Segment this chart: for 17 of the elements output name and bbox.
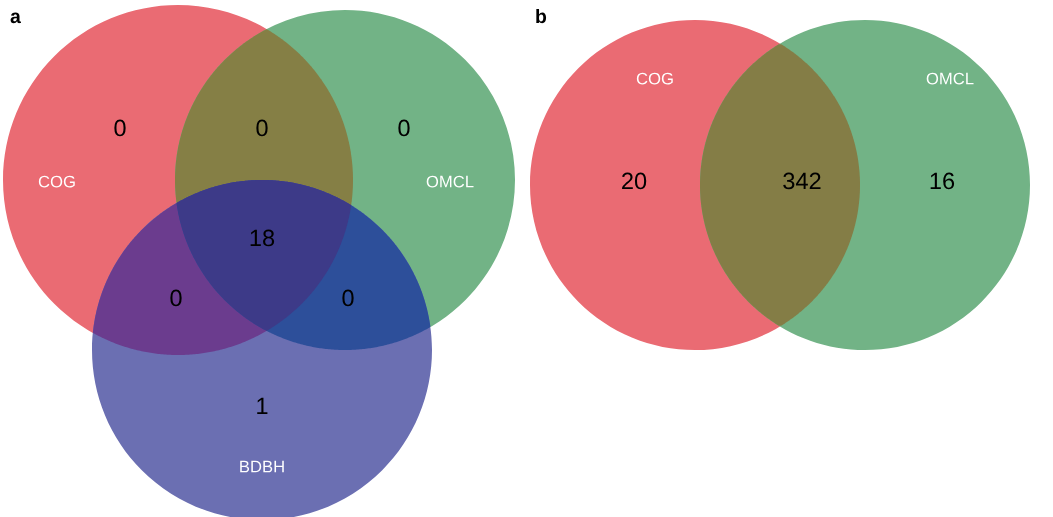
text: COG bbox=[38, 175, 75, 188]
data-label: 0 bbox=[342, 289, 354, 307]
text: a bbox=[10, 12, 21, 24]
data-label: 20 bbox=[622, 172, 647, 190]
data-label: 18 bbox=[250, 229, 275, 247]
data-label: 342 bbox=[783, 172, 821, 190]
data-label: 0 bbox=[114, 119, 126, 137]
data-label: 0 bbox=[398, 119, 410, 137]
text: OMCL bbox=[426, 175, 474, 188]
text: OMCL bbox=[926, 72, 974, 85]
data-label: 1 bbox=[257, 397, 268, 415]
text: b bbox=[536, 8, 547, 24]
data-label: 0 bbox=[170, 289, 182, 307]
data-label: 16 bbox=[930, 172, 955, 190]
text: COG bbox=[636, 72, 673, 85]
data-label: 0 bbox=[256, 119, 268, 137]
text: BDBH bbox=[240, 460, 284, 473]
